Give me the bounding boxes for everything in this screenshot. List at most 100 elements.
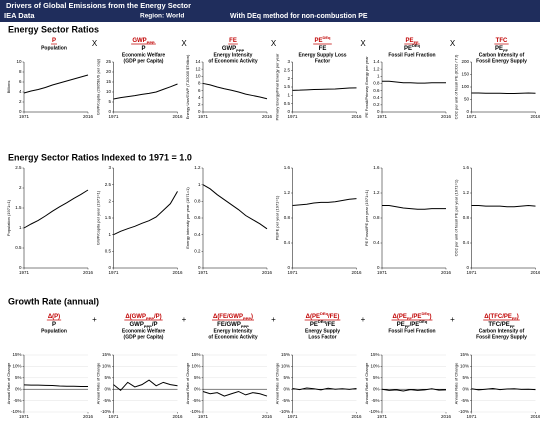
column-name: Fossil Energy Supply: [476, 334, 527, 340]
y-tick-label: 1: [377, 73, 380, 78]
column-name: Loss Factor: [308, 334, 336, 340]
data-line: [471, 92, 536, 94]
y-tick-label: 0.5: [105, 249, 112, 254]
y-axis-label: CO2 per unit of fossil PE (tCO2 / TJ): [454, 54, 459, 119]
formula-denominator: PEDEq/FE: [310, 319, 335, 328]
y-tick-label: 8: [198, 81, 201, 86]
y-tick-label: 0: [377, 109, 380, 114]
x-tick-label: 2016: [441, 114, 452, 119]
y-tick-label: 5%: [194, 375, 201, 380]
x-tick-label: 1971: [19, 270, 30, 275]
y-tick-label: 5%: [373, 375, 380, 380]
y-tick-label: 0: [19, 265, 22, 270]
formula-part: PE: [314, 38, 322, 44]
y-tick-label: 2: [108, 199, 111, 204]
y-tick-label: 0.5: [15, 245, 22, 250]
x-tick-label: 1971: [198, 114, 209, 119]
data-line: [382, 80, 446, 84]
column-name: Fossil Fuel Fraction: [388, 52, 435, 58]
formula-denominator: GWPPPP/P: [129, 322, 157, 329]
y-tick-label: 10%: [460, 364, 469, 369]
y-tick-label: 2: [19, 185, 22, 190]
formula-part: DEq: [412, 43, 421, 48]
y-tick-label: 15%: [102, 352, 111, 357]
y-tick-label: 15%: [370, 352, 379, 357]
formula-part: /PE: [410, 322, 420, 328]
column-name: Energy Intensity: [214, 328, 253, 334]
y-tick-label: -5%: [103, 398, 111, 403]
formula-part: DEq: [419, 319, 428, 324]
x-tick-label: 2016: [262, 414, 273, 419]
formula-part: FF: [405, 324, 410, 329]
data-line: [202, 82, 268, 100]
y-tick-label: 0: [287, 265, 290, 270]
y-tick-label: 1.6: [284, 165, 291, 170]
data-line: [292, 198, 357, 206]
y-tick-label: 0.8: [463, 215, 470, 220]
y-tick-label: 10%: [12, 364, 21, 369]
column-name: Fossil Fuel Fraction: [388, 328, 435, 334]
data-line: [292, 87, 357, 91]
y-tick-label: 0.4: [373, 240, 380, 245]
y-tick-label: 5%: [104, 375, 111, 380]
column-name: Economic Welfare: [122, 52, 165, 58]
y-tick-label: 1.6: [463, 165, 470, 170]
y-axis-label: Billions: [6, 81, 11, 94]
y-tick-label: 5%: [283, 375, 290, 380]
x-tick-label: 2016: [530, 114, 540, 119]
y-axis-label: GWP/capita (2005$US per cap): [96, 58, 101, 115]
formula-denominator: GWPPPP: [222, 46, 245, 53]
y-axis-label: Annual Rate of Change: [275, 362, 280, 404]
y-tick-label: 0.4: [463, 240, 470, 245]
y-tick-label: 3: [287, 59, 290, 64]
y-tick-label: 0: [198, 109, 201, 114]
y-tick-label: 5: [108, 99, 111, 104]
y-tick-label: 2: [198, 102, 201, 107]
data-line: [113, 191, 178, 236]
y-tick-label: 15%: [281, 352, 290, 357]
x-tick-label: 1971: [287, 414, 298, 419]
formula-part: DEq: [318, 319, 327, 324]
y-axis-label: Energy intensity per year (1971=1): [185, 187, 190, 249]
y-tick-label: 1.6: [373, 165, 380, 170]
y-tick-label: 10: [195, 73, 201, 78]
y-tick-label: 0.2: [373, 102, 380, 107]
y-tick-label: 1: [287, 93, 290, 98]
column-name: (GDP per Capita): [124, 58, 164, 64]
y-tick-label: 0: [108, 109, 111, 114]
formula-numerator: Δ(FE/GWPPPP): [213, 314, 253, 321]
formula-part: FF: [414, 40, 419, 45]
formula-part: TFC: [496, 38, 508, 44]
y-tick-label: 15%: [12, 352, 21, 357]
y-tick-label: 6: [19, 79, 22, 84]
x-tick-label: 2016: [83, 270, 94, 275]
y-tick-label: 15%: [191, 352, 200, 357]
x-tick-label: 2016: [262, 114, 273, 119]
y-tick-label: -10%: [100, 409, 111, 414]
data-line: [113, 379, 178, 392]
x-tick-label: 2016: [530, 270, 540, 275]
data-line: [381, 388, 447, 392]
formula-part: PE: [406, 38, 414, 44]
data-line: [292, 387, 357, 391]
formula-denominator: PEFF: [495, 46, 508, 53]
formula-part: FF: [407, 316, 412, 321]
formula-part: PPP: [147, 40, 155, 45]
y-tick-label: 0%: [194, 386, 201, 391]
y-axis-label: CO2 per unit of fossil PE per year (1971…: [454, 179, 459, 256]
data-line: [202, 390, 268, 397]
operator: +: [271, 315, 276, 324]
operator: X: [271, 39, 277, 48]
y-axis-label: Annual Rate of Change: [454, 362, 459, 404]
y-tick-label: 20: [106, 69, 112, 74]
data-line: [471, 204, 536, 208]
data-line: [202, 184, 268, 230]
y-tick-label: 0.2: [194, 249, 201, 254]
x-tick-label: 2016: [441, 414, 452, 419]
y-tick-label: 0.6: [373, 88, 380, 93]
formula-part: Δ(FE/GWP: [213, 314, 243, 320]
column-name: Population: [41, 328, 67, 334]
y-tick-label: 1.4: [373, 59, 380, 64]
formula-numerator: Δ(GWPPPP/P): [125, 314, 161, 321]
